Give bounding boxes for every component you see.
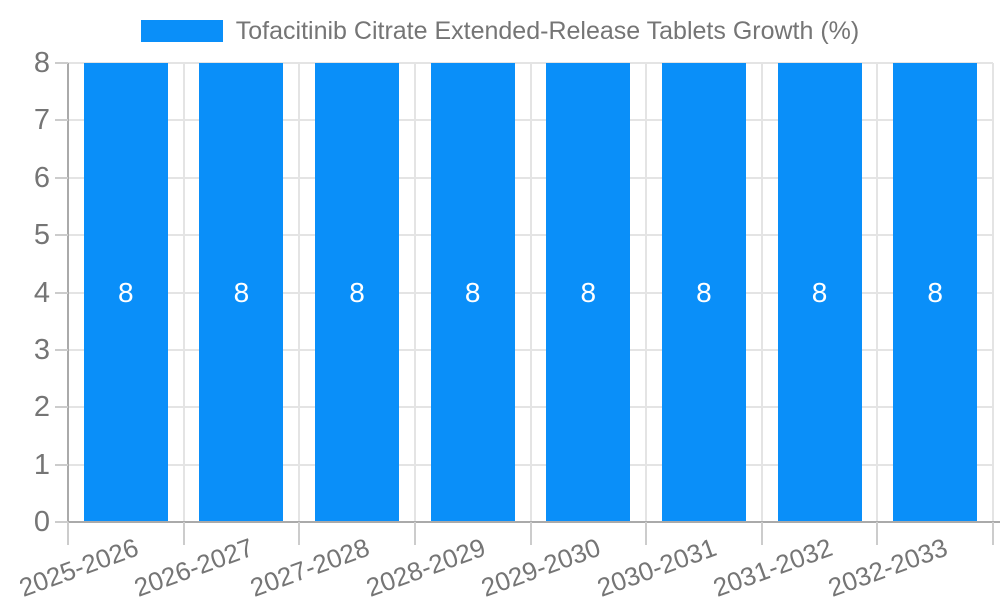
v-gridline <box>413 63 416 522</box>
bar[interactable]: 8 <box>315 63 400 522</box>
bar[interactable]: 8 <box>83 63 168 522</box>
x-tick <box>182 522 185 545</box>
y-tick <box>55 521 68 523</box>
v-gridline <box>876 63 879 522</box>
bar[interactable]: 8 <box>199 63 284 522</box>
bar-value-label: 8 <box>696 276 712 308</box>
x-tick <box>298 522 301 545</box>
y-axis-label: 5 <box>33 219 50 252</box>
x-tick <box>413 522 416 545</box>
bar-value-label: 8 <box>927 276 943 308</box>
y-tick <box>55 62 68 64</box>
bar[interactable]: 8 <box>661 63 746 522</box>
bar-value-label: 8 <box>118 276 134 308</box>
bar-value-label: 8 <box>580 276 597 308</box>
y-axis-label: 7 <box>33 104 50 137</box>
y-tick <box>55 291 68 294</box>
x-axis-line <box>67 521 1000 523</box>
v-gridline <box>529 63 532 522</box>
bar[interactable]: 8 <box>430 63 515 522</box>
x-tick <box>876 522 879 545</box>
y-axis-line <box>67 63 69 524</box>
bar-value-label: 8 <box>811 276 828 308</box>
y-axis-label: 0 <box>33 506 50 538</box>
y-tick <box>55 119 68 122</box>
y-axis-label: 2 <box>33 391 50 424</box>
y-tick <box>55 348 68 351</box>
legend-swatch <box>140 20 223 42</box>
v-gridline <box>992 63 994 522</box>
bar[interactable]: 8 <box>893 63 978 522</box>
v-gridline <box>645 63 648 522</box>
y-axis-label: 3 <box>33 333 50 366</box>
y-tick <box>55 176 68 179</box>
v-gridline <box>298 63 301 522</box>
y-axis-label: 1 <box>33 448 50 481</box>
bar-value-label: 8 <box>349 276 365 308</box>
v-gridline <box>760 63 763 522</box>
bar-value-label: 8 <box>233 276 250 308</box>
legend-label: Tofacitinib Citrate Extended-Release Tab… <box>235 17 860 45</box>
bar[interactable]: 8 <box>777 63 862 522</box>
y-tick <box>55 234 68 237</box>
y-tick <box>55 463 68 466</box>
x-tick <box>992 522 994 545</box>
y-axis-label: 6 <box>33 161 50 194</box>
legend-item[interactable]: Tofacitinib Citrate Extended-Release Tab… <box>0 18 1000 44</box>
y-tick <box>55 406 68 409</box>
x-tick <box>645 522 648 545</box>
bar-value-label: 8 <box>464 276 481 308</box>
x-tick <box>67 522 69 545</box>
x-tick <box>760 522 763 545</box>
y-axis-label: 8 <box>33 47 50 79</box>
v-gridline <box>182 63 185 522</box>
bar[interactable]: 8 <box>546 63 631 522</box>
plot-area: 8 8 8 8 8 8 8 8 <box>68 62 994 522</box>
y-axis-label: 4 <box>33 276 50 309</box>
x-tick <box>529 522 532 545</box>
